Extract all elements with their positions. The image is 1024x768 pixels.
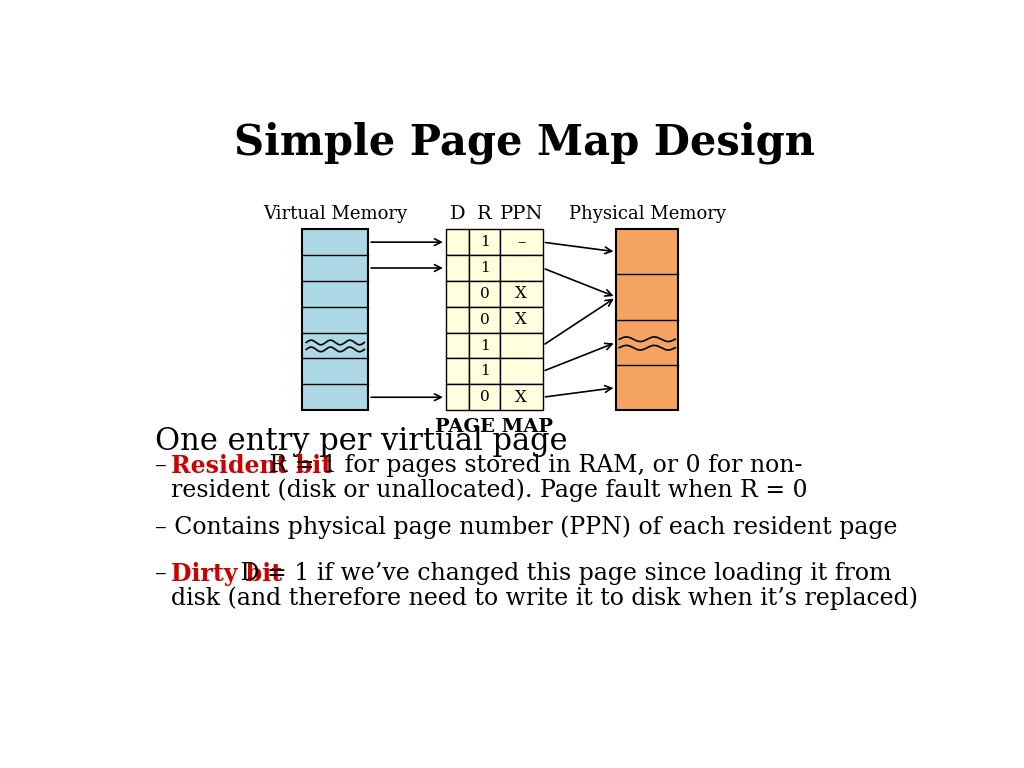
Text: 0: 0	[479, 313, 489, 326]
Text: PAGE MAP: PAGE MAP	[435, 418, 553, 436]
Bar	[500, 333, 543, 359]
Text: Dirty bit: Dirty bit	[171, 562, 282, 586]
Text: X: X	[515, 286, 527, 303]
Text: 0: 0	[479, 286, 489, 301]
Bar	[500, 384, 543, 410]
Bar	[469, 384, 500, 410]
Text: D = 1 if we’ve changed this page since loading it from: D = 1 if we’ve changed this page since l…	[232, 562, 891, 585]
Text: One entry per virtual page: One entry per virtual page	[155, 425, 567, 456]
Text: PPN: PPN	[500, 205, 543, 223]
Text: Resident bit: Resident bit	[171, 454, 332, 478]
Text: 1: 1	[479, 235, 489, 249]
Bar	[469, 306, 500, 333]
Text: Simple Page Map Design: Simple Page Map Design	[234, 121, 815, 164]
Text: X: X	[515, 311, 527, 328]
Bar	[469, 333, 500, 359]
Bar	[500, 229, 543, 255]
Text: R: R	[477, 205, 492, 223]
Text: –: –	[517, 233, 525, 250]
Bar	[445, 306, 469, 333]
Bar	[469, 229, 500, 255]
Bar	[500, 255, 543, 281]
Bar	[469, 281, 500, 306]
Bar	[500, 359, 543, 384]
Text: Physical Memory: Physical Memory	[568, 205, 726, 223]
Bar	[500, 306, 543, 333]
Bar	[469, 255, 500, 281]
Text: 1: 1	[479, 261, 489, 275]
Text: 1: 1	[479, 364, 489, 379]
Bar	[445, 333, 469, 359]
Bar	[445, 359, 469, 384]
Bar	[616, 229, 678, 410]
Text: 0: 0	[479, 390, 489, 404]
Text: – Contains physical page number (PPN) of each resident page: – Contains physical page number (PPN) of…	[155, 515, 898, 539]
Text: D: D	[450, 205, 465, 223]
Bar	[445, 384, 469, 410]
Bar	[500, 281, 543, 306]
Text: –: –	[155, 454, 174, 477]
Bar	[469, 359, 500, 384]
Text: –: –	[155, 562, 174, 585]
Text: Virtual Memory: Virtual Memory	[263, 205, 408, 223]
Text: 1: 1	[479, 339, 489, 353]
Bar	[445, 229, 469, 255]
Bar	[445, 281, 469, 306]
Text: resident (disk or unallocated). Page fault when R = 0: resident (disk or unallocated). Page fau…	[171, 478, 807, 502]
Bar	[445, 255, 469, 281]
Text: X: X	[515, 389, 527, 406]
Bar	[302, 229, 369, 410]
Text: R = 1 for pages stored in RAM, or 0 for non-: R = 1 for pages stored in RAM, or 0 for …	[262, 454, 803, 477]
Text: disk (and therefore need to write it to disk when it’s replaced): disk (and therefore need to write it to …	[171, 587, 918, 610]
